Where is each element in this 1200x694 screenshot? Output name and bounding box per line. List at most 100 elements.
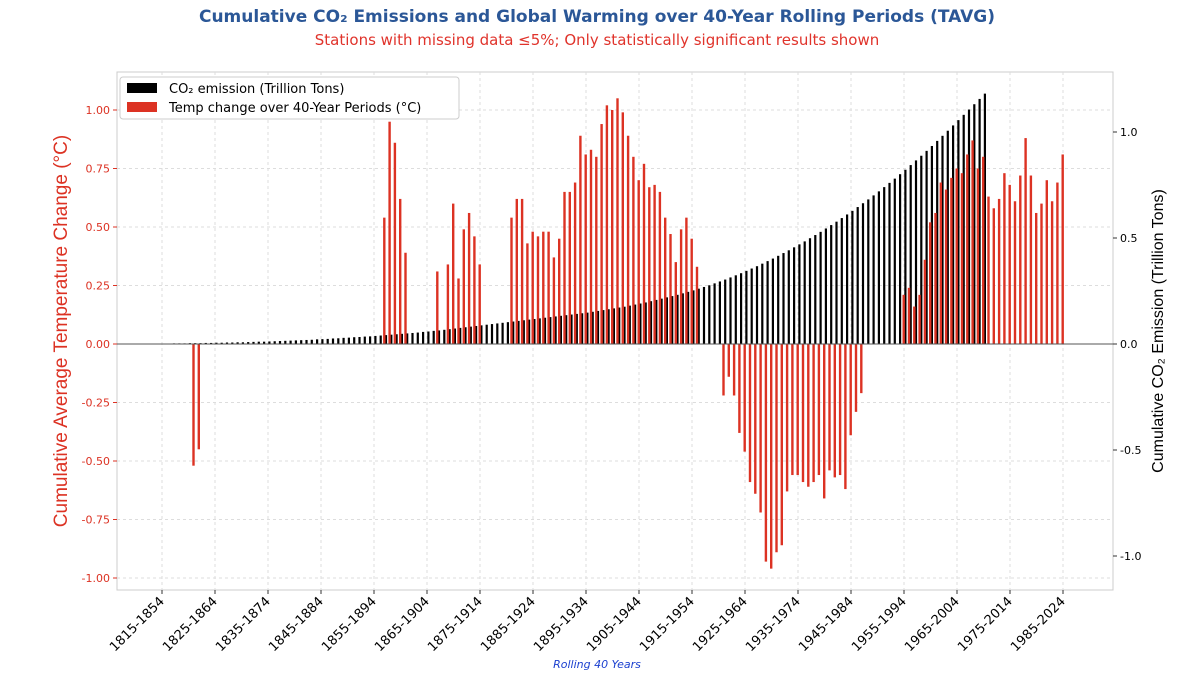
temp-bar (902, 294, 905, 344)
co2-bar (766, 261, 769, 344)
temp-bar (1045, 180, 1048, 344)
left-axis-ticks: -1.00 -0.75 -0.50 -0.25 0.00 0.25 0.50 0.75 1.00 (82, 104, 117, 585)
co2-bar (533, 318, 536, 344)
temp-bar (536, 236, 540, 344)
co2-bar (284, 340, 287, 344)
co2-bar (893, 178, 896, 344)
co2-bar (496, 323, 499, 344)
temp-bar (192, 344, 195, 466)
temp-bar (473, 236, 476, 344)
temp-bar (462, 229, 465, 344)
temp-bar (960, 173, 964, 344)
co2-bar (464, 327, 467, 344)
temp-bar (563, 191, 566, 344)
temp-bar (844, 344, 847, 490)
right-tick-label: -0.5 (1120, 444, 1141, 457)
temp-bar (457, 278, 460, 344)
temp-bar (642, 163, 646, 344)
x-tick-label: 1905-1944 (584, 594, 645, 655)
temp-bar (579, 135, 582, 344)
co2-bar (278, 341, 282, 344)
temp-bar (674, 262, 677, 344)
co2-bar (771, 258, 774, 344)
temp-bar (595, 156, 598, 344)
co2-bar (761, 263, 764, 344)
temp-bar (1019, 175, 1022, 344)
co2-bar (803, 241, 806, 344)
co2-bar (846, 214, 849, 344)
temp-bar (955, 168, 958, 344)
temp-bar (775, 344, 778, 553)
co2-bar (554, 316, 557, 344)
co2-bar (395, 334, 398, 344)
co2-bar (289, 340, 292, 344)
legend-label-temp: Temp change over 40-Year Periods (°C) (168, 101, 421, 116)
co2-bar (819, 231, 822, 344)
temp-bar (764, 344, 768, 562)
co2-bar (411, 332, 414, 344)
temp-bar (1050, 201, 1054, 344)
temp-bar (552, 257, 556, 344)
temp-bar (584, 154, 587, 344)
temp-bar (685, 217, 688, 344)
co2-bar (570, 314, 573, 344)
x-tick-label: 1875-1914 (425, 594, 486, 655)
legend-box (119, 76, 460, 120)
x-tick-label: 1835-1874 (213, 594, 274, 655)
co2-bar (326, 338, 329, 344)
co2-bar (586, 312, 589, 344)
temp-bar (838, 344, 842, 476)
legend-label-co2: CO₂ emission (Trillion Tons) (169, 82, 344, 97)
temp-bar (796, 344, 799, 476)
co2-bar (671, 296, 674, 344)
temp-bar (971, 140, 974, 344)
co2-bar (427, 331, 430, 344)
co2-bar (872, 195, 875, 344)
co2-bar (883, 187, 886, 344)
temp-bar (1013, 201, 1017, 344)
co2-bar (734, 275, 737, 344)
co2-bar (522, 320, 525, 344)
co2-bar (268, 341, 271, 344)
temp-bar (754, 344, 757, 494)
temp-bar (467, 212, 471, 344)
x-tick-label: 1885-1924 (478, 594, 539, 655)
left-tick-label: -0.75 (82, 514, 110, 527)
temp-bar (966, 154, 969, 344)
temp-bar (679, 229, 683, 344)
temp-bar (860, 344, 863, 394)
temp-bar (823, 344, 826, 499)
right-tick-label: 0.5 (1120, 232, 1138, 245)
temp-bar (547, 231, 550, 344)
temp-bar (854, 344, 858, 412)
temp-bar (669, 234, 672, 344)
temp-bar (446, 264, 450, 344)
temp-bar (648, 187, 651, 344)
co2-bar (793, 247, 796, 344)
temp-bar (987, 196, 990, 344)
temp-bar (997, 198, 1001, 344)
co2-bar (962, 114, 965, 344)
co2-bar (565, 315, 568, 344)
temp-bar (1035, 212, 1038, 344)
temp-bar (934, 212, 937, 344)
co2-bar (750, 268, 753, 344)
co2-bar (406, 333, 409, 344)
co2-bar (252, 341, 255, 344)
co2-bar (639, 303, 642, 344)
co2-bar (416, 332, 419, 344)
temp-bar (950, 177, 953, 344)
temp-bar (833, 344, 836, 478)
temp-bar (976, 168, 980, 344)
temp-bar (738, 344, 741, 433)
x-tick-label: 1845-1884 (266, 594, 327, 655)
co2-bar (310, 339, 313, 344)
temp-bar (568, 191, 571, 344)
temp-bar (1024, 138, 1027, 344)
co2-bar (581, 313, 584, 344)
co2-bar (559, 315, 562, 344)
co2-bar (777, 255, 780, 344)
temp-bar (558, 238, 561, 344)
co2-bar (549, 317, 552, 344)
temp-bar (791, 344, 794, 476)
